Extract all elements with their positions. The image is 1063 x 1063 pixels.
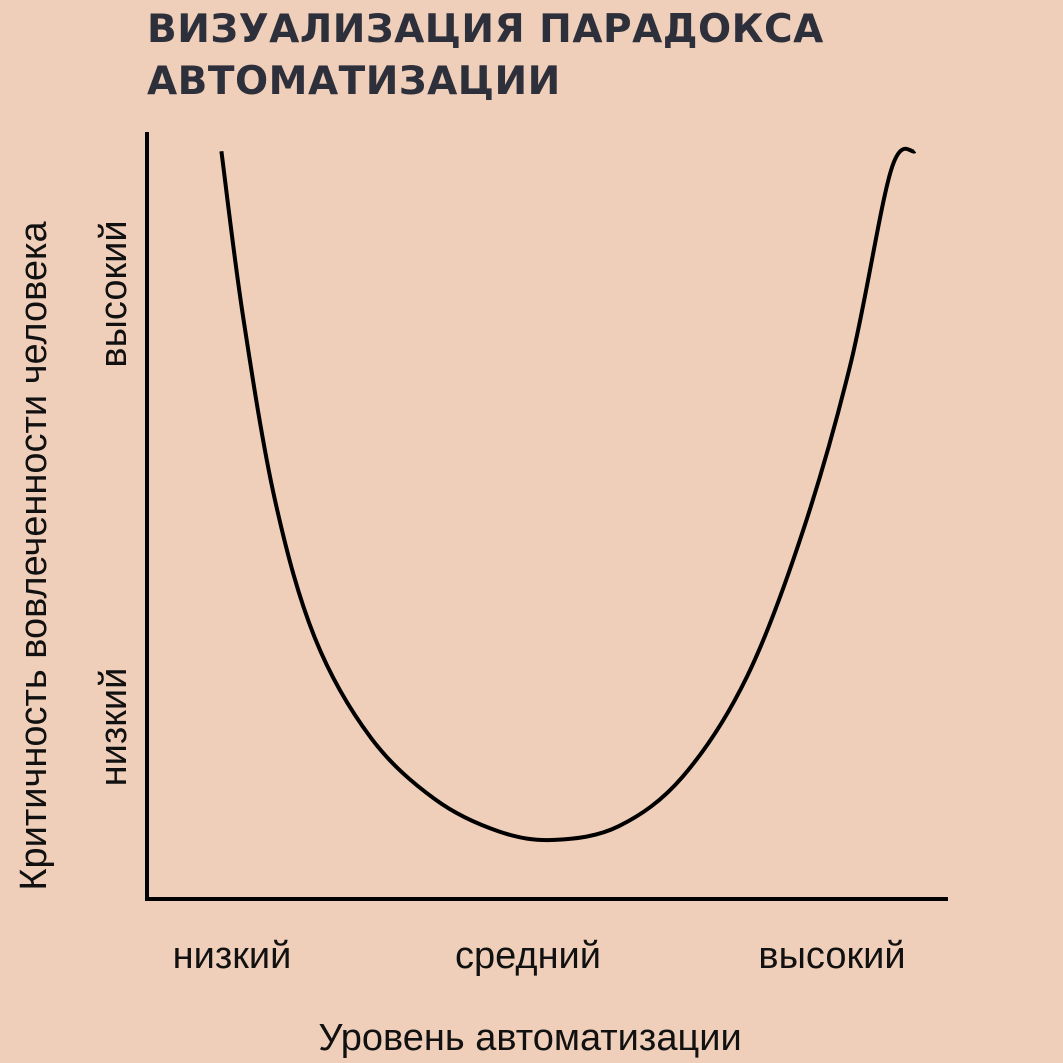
chart-title: ВИЗУАЛИЗАЦИЯ ПАРАДОКСА АВТОМАТИЗАЦИИ [147, 4, 1007, 108]
y-axis-title: Критичность вовлеченности человека [13, 221, 55, 891]
x-tick-label-high: высокий [758, 935, 905, 977]
x-axis-title: Уровень автоматизации [318, 1017, 741, 1059]
y-tick-label-low: низкий [93, 668, 135, 787]
x-tick-label-medium: средний [455, 935, 601, 977]
x-tick-label-low: низкий [173, 935, 292, 977]
chart-title-line-1: ВИЗУАЛИЗАЦИЯ ПАРАДОКСА [147, 7, 824, 52]
y-tick-label-high: высокий [93, 220, 135, 367]
series-curve [219, 146, 917, 843]
chart-title-line-2: АВТОМАТИЗАЦИИ [147, 59, 561, 104]
